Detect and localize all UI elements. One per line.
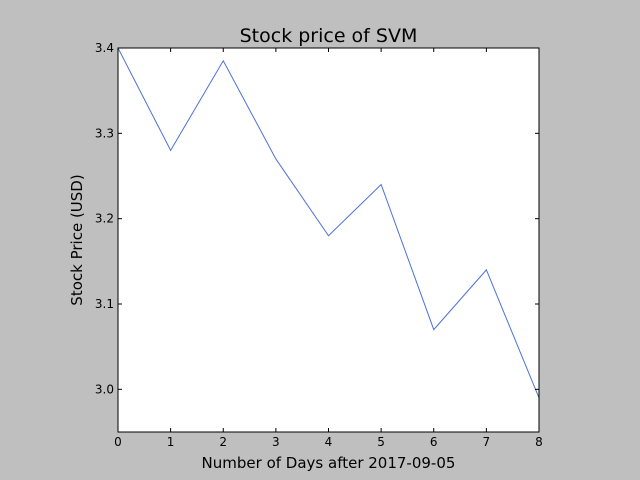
x-tick-label: 3 [272,435,280,449]
x-tick-label: 2 [219,435,227,449]
series-layer [117,47,540,399]
y-tick-label: 3.4 [95,41,114,55]
x-tick-label: 4 [325,435,333,449]
y-tick-label: 3.3 [95,126,114,140]
y-tick-label: 3.0 [95,382,114,396]
x-tick-label: 0 [114,435,122,449]
x-tick-label: 7 [483,435,491,449]
x-tick-label: 1 [167,435,175,449]
y-tick-label: 3.1 [95,297,114,311]
plot-area [118,48,539,432]
y-tick-label: 3.2 [95,212,114,226]
x-tick-label: 6 [430,435,438,449]
x-axis-label: Number of Days after 2017-09-05 [202,454,456,472]
series-line [117,47,540,399]
chart-title: Stock price of SVM [240,25,418,47]
plot-frame [117,47,540,433]
x-tick-label: 5 [377,435,385,449]
y-axis-label: Stock Price (USD) [68,174,86,305]
x-tick-label: 8 [535,435,543,449]
